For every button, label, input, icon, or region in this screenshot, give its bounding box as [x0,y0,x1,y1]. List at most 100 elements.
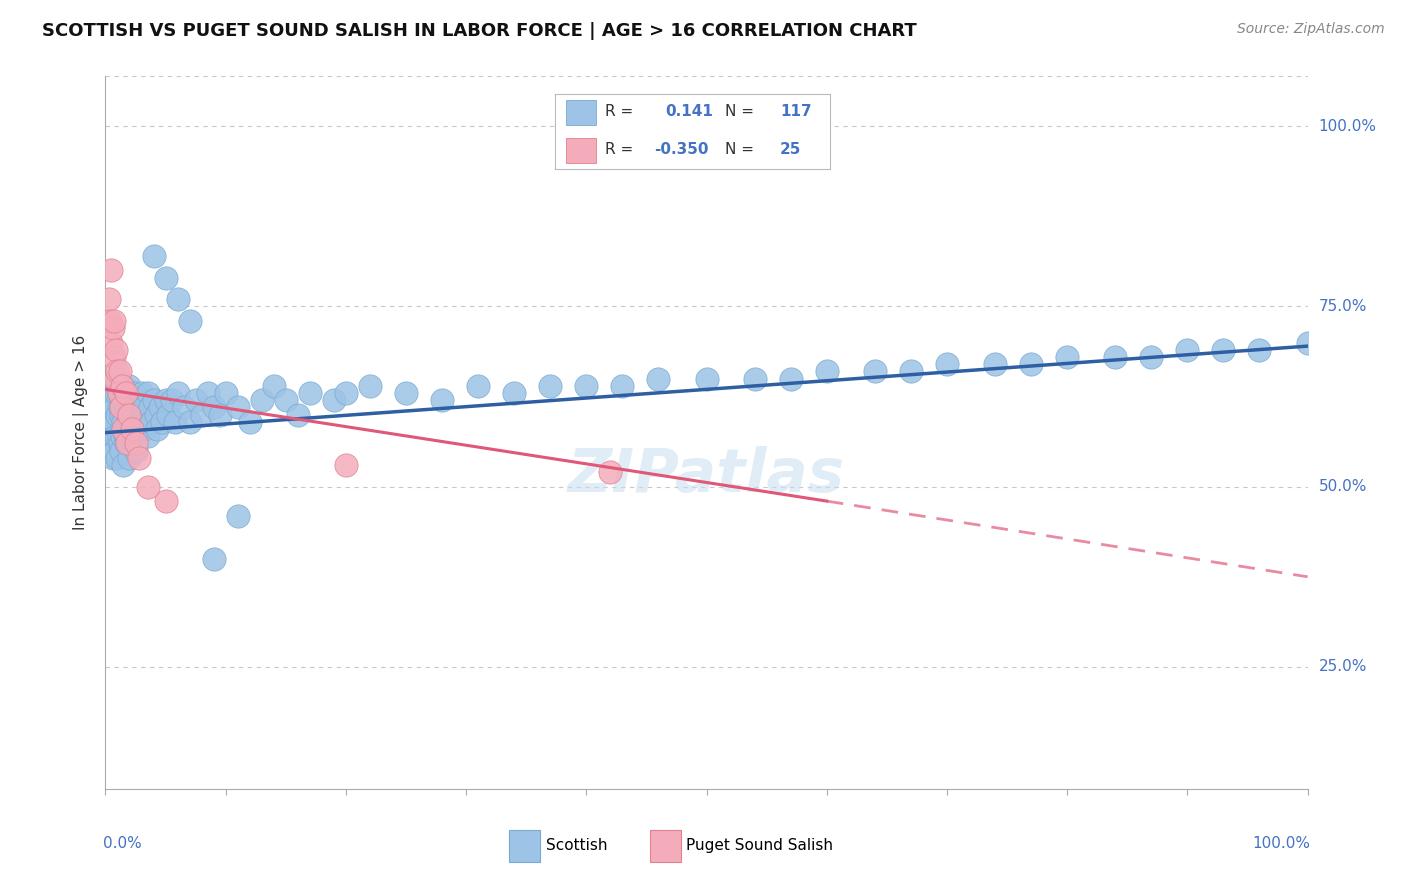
FancyBboxPatch shape [567,100,596,125]
Point [166,293,188,307]
Point [108,436,131,450]
Point [136,429,159,443]
Point [179,314,201,328]
Point [208,408,231,422]
Point [127,415,149,429]
Point [575,378,598,392]
Point [142,393,165,408]
Text: -0.350: -0.350 [654,142,709,157]
Point [110,401,132,415]
Point [104,401,127,415]
Point [103,393,125,408]
Point [696,371,718,385]
Text: N =: N = [725,142,755,157]
Text: 117: 117 [780,104,811,120]
Text: 0.0%: 0.0% [103,836,142,851]
Point [287,408,309,422]
Point [160,393,183,408]
Point [166,386,188,401]
Point [105,343,128,357]
Text: R =: R = [605,142,633,157]
Point [101,321,124,335]
Point [134,422,156,436]
Point [1212,343,1234,357]
Point [105,429,128,443]
Point [100,335,122,350]
FancyBboxPatch shape [567,137,596,162]
Point [98,422,121,436]
Point [110,408,132,422]
Point [114,429,136,443]
Point [156,408,179,422]
Point [107,408,129,422]
Point [148,401,170,415]
Point [139,415,162,429]
Point [179,415,201,429]
Point [111,378,134,392]
Point [936,357,959,371]
Point [121,422,143,436]
Point [128,450,150,465]
Point [112,415,135,429]
Point [815,364,838,378]
Point [118,408,141,422]
Point [118,450,141,465]
Text: Puget Sound Salish: Puget Sound Salish [686,838,834,853]
Point [101,408,124,422]
Point [1104,350,1126,364]
Point [538,378,561,392]
Text: Scottish: Scottish [546,838,607,853]
Point [114,393,136,408]
Point [101,450,124,465]
Point [110,443,132,458]
Point [239,415,262,429]
Point [136,480,159,494]
Point [131,386,153,401]
Point [115,386,138,401]
Point [263,378,285,392]
Text: 0.141: 0.141 [665,104,713,120]
Point [115,386,138,401]
Point [900,364,922,378]
Text: R =: R = [605,104,633,120]
Point [100,386,122,401]
Point [108,401,131,415]
Point [744,371,766,385]
Point [863,364,886,378]
Point [335,458,357,472]
Point [146,422,169,436]
Text: 25: 25 [780,142,801,157]
Point [100,436,122,450]
Point [118,378,141,392]
Point [335,386,357,401]
Point [121,408,143,422]
Point [98,314,121,328]
Point [503,386,526,401]
Point [103,350,125,364]
Point [150,415,173,429]
Point [98,408,121,422]
Point [1056,350,1078,364]
Point [104,443,127,458]
Text: 100.0%: 100.0% [1251,836,1310,851]
Point [1296,335,1319,350]
Text: 75.0%: 75.0% [1319,299,1367,314]
Text: ZIPatlas: ZIPatlas [568,446,845,505]
Point [202,551,225,566]
Point [142,249,165,263]
Point [124,386,146,401]
Point [136,386,159,401]
Point [107,371,129,385]
Point [124,408,146,422]
Point [115,422,138,436]
Point [165,415,187,429]
Point [124,443,146,458]
Point [104,371,127,385]
Point [108,364,131,378]
Point [184,393,207,408]
Point [118,415,141,429]
Point [322,393,344,408]
Point [105,386,128,401]
Point [197,386,219,401]
Point [173,401,195,415]
